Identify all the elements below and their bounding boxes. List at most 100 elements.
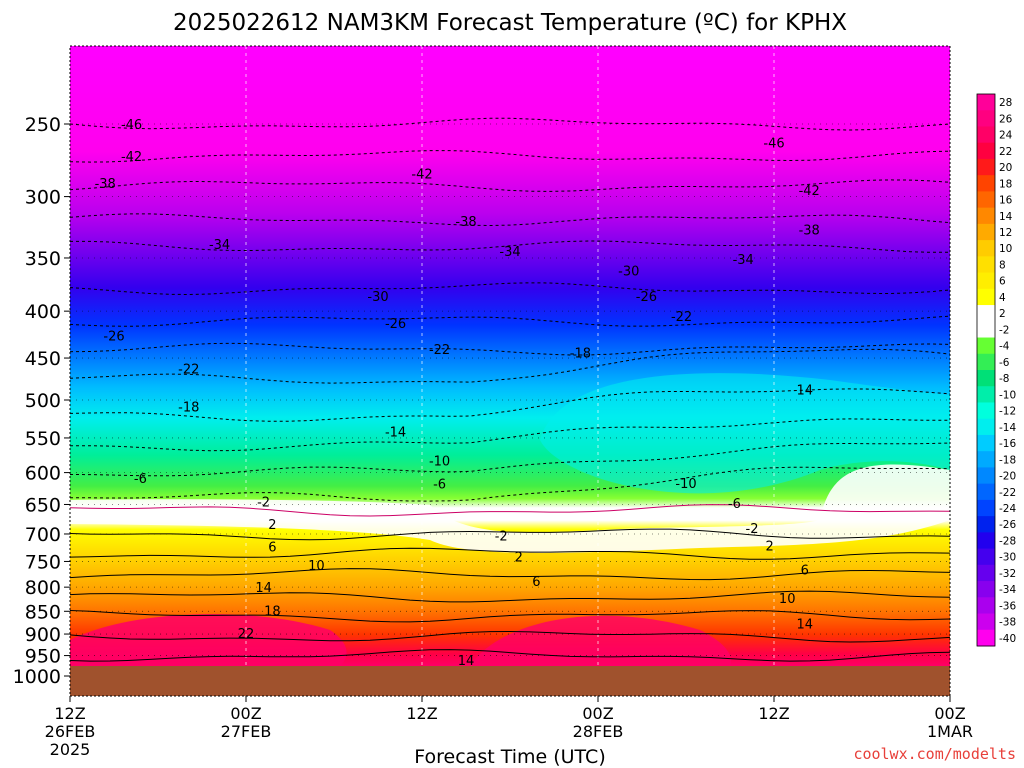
y-tick-label: 450 [25, 348, 61, 370]
contour-label: -38 [95, 177, 116, 192]
contour-line [70, 418, 950, 452]
contour-label: -42 [121, 150, 142, 165]
colorbar-label: -24 [999, 503, 1016, 515]
x-tick-label: 00Z [582, 704, 613, 723]
contour-line [70, 466, 950, 502]
colorbar-label: -38 [999, 617, 1016, 629]
colorbar-label: -6 [999, 357, 1010, 369]
colorbar-swatch [977, 564, 995, 582]
contour-label: -34 [499, 245, 520, 260]
colorbar-swatch [977, 126, 995, 144]
colorbar-swatch [977, 402, 995, 420]
contour-label: -46 [121, 118, 142, 133]
colorbar-swatch [977, 175, 995, 192]
contour-label: 14 [458, 654, 475, 669]
contour-label: -22 [429, 343, 450, 358]
contour-label: -14 [385, 425, 406, 440]
contour-line [70, 213, 950, 227]
colorbar-swatch [977, 337, 995, 355]
x-tick-label: 1MAR [927, 722, 973, 741]
y-tick-label: 350 [25, 248, 61, 270]
x-tick-label: 00Z [230, 704, 261, 723]
plot-frame [69, 45, 951, 697]
colorbar-swatch [977, 499, 995, 517]
y-tick-label: 850 [25, 601, 61, 623]
contour-line [70, 315, 950, 327]
colorbar-swatch [977, 370, 995, 387]
contour-label: 10 [308, 559, 325, 574]
y-axis: 2503003504004505005506006507007508008509… [13, 114, 70, 688]
y-tick-label: 250 [25, 114, 61, 136]
colorbar-label: 12 [999, 227, 1012, 239]
colorbar-swatch [977, 94, 995, 111]
colorbar-swatch [977, 483, 995, 501]
colorbar-label: -18 [999, 454, 1016, 466]
contour-label: -38 [799, 224, 820, 239]
contour-line [70, 348, 950, 384]
colorbar-swatch [977, 581, 995, 598]
contour-label: -18 [178, 400, 199, 415]
x-tick-label: 00Z [934, 704, 965, 723]
freezing-band [70, 464, 950, 553]
credit-text: coolwx.com/modelts [853, 745, 1016, 763]
colorbar-label: -20 [999, 471, 1016, 483]
colorbar-swatch [977, 110, 995, 127]
contour-line [70, 117, 950, 131]
colorbar-swatch [977, 240, 995, 257]
y-tick-label: 500 [25, 390, 61, 412]
colorbar-label: 28 [999, 97, 1012, 109]
contour-label: 22 [238, 627, 255, 642]
colorbar-label: -8 [999, 373, 1009, 385]
contour-label: -22 [178, 363, 199, 378]
x-axis-label: Forecast Time (UTC) [414, 746, 605, 768]
warm-core-mid [470, 615, 732, 666]
warm-core-left [70, 613, 347, 666]
contour-line [70, 630, 950, 643]
colorbar-swatch [977, 321, 995, 339]
contour-label: -30 [367, 290, 388, 305]
contour-line [70, 590, 950, 603]
x-tick-label: 28FEB [573, 722, 624, 741]
colorbar-swatch [977, 418, 995, 436]
colorbar-swatch [977, 223, 995, 241]
contour-line [70, 610, 950, 623]
y-tick-label: 300 [25, 187, 61, 209]
colorbar-swatch [977, 434, 995, 452]
contour-label: -26 [636, 290, 657, 305]
colorbar-label: 22 [999, 146, 1012, 158]
contour-label: 14 [797, 384, 814, 399]
colorbar-label: -36 [999, 600, 1016, 612]
y-tick-label: 950 [25, 646, 61, 668]
colorbar-swatch [977, 207, 995, 225]
colorbar-swatch [977, 288, 995, 306]
contour-line [70, 528, 950, 541]
colorbar-swatch [977, 451, 995, 468]
colorbar-swatch [977, 516, 995, 533]
x-tick-label: 26FEB [45, 722, 96, 741]
contour-label: 18 [264, 604, 281, 619]
colorbar-swatch [977, 386, 995, 403]
colorbar-swatch [977, 142, 995, 160]
contour-label: -26 [385, 317, 406, 332]
contour-label: -10 [675, 477, 696, 492]
contour-label: 2 [268, 518, 276, 533]
contour-label: -42 [411, 167, 432, 182]
colorbar-label: -22 [999, 487, 1016, 499]
contour-label: 6 [801, 563, 809, 578]
contour-label: -6 [134, 472, 147, 487]
colorbar-label: 24 [999, 130, 1013, 142]
contour-label: 2 [765, 540, 773, 555]
y-tick-label: 750 [25, 551, 61, 573]
contour-label: -30 [618, 264, 639, 279]
contour-label: -6 [728, 497, 741, 512]
y-tick-label: 700 [25, 524, 61, 546]
plot-area: -46-42-38-34-30-26-22-18-26-22-14-10-6 -6… [70, 46, 950, 669]
contour-label: -2 [495, 530, 508, 545]
colorbar-label: 20 [999, 162, 1012, 174]
colorbar-label: -2 [999, 324, 1009, 336]
contour-label: -2 [257, 495, 270, 510]
colorbar-swatch [977, 353, 995, 371]
y-tick-label: 400 [25, 301, 61, 323]
contour-line [70, 388, 950, 422]
colorbar-swatch [977, 532, 995, 550]
